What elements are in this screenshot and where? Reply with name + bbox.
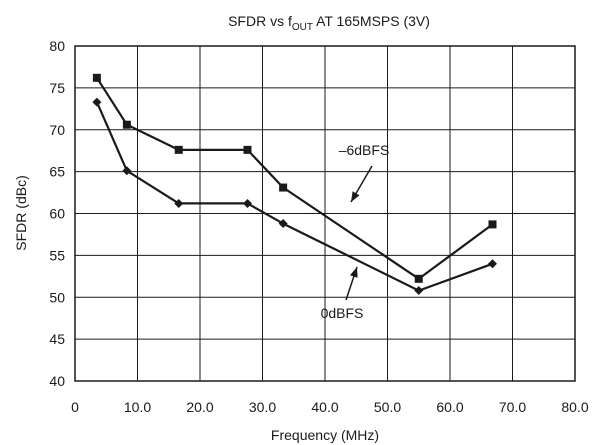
y-tick-label: 40	[49, 373, 65, 389]
x-tick-label: 50.0	[374, 399, 401, 415]
data-point-square	[414, 274, 423, 283]
x-tick-label: 20.0	[186, 399, 213, 415]
arrowhead-icon	[350, 267, 358, 278]
x-tick-label: 30.0	[249, 399, 276, 415]
y-axis-ticks: 40 45 50 55 60 65 70 75 80	[49, 38, 65, 389]
data-point-square	[279, 183, 288, 192]
x-axis-label: Frequency (MHz)	[271, 427, 379, 443]
y-tick-label: 80	[49, 38, 65, 54]
y-tick-label: 65	[49, 164, 65, 180]
x-tick-label: 0	[71, 399, 79, 415]
data-point-diamond	[243, 198, 252, 208]
data-point-diamond	[414, 286, 424, 296]
y-tick-label: 70	[49, 122, 65, 138]
data-point-square	[92, 73, 101, 82]
annotation-label: 0dBFS	[321, 305, 364, 321]
data-point-diamond	[278, 219, 288, 229]
plot-frame	[74, 45, 576, 382]
data-point-diamond	[92, 97, 102, 107]
x-tick-label: 70.0	[499, 399, 526, 415]
series-0dbfs	[92, 97, 497, 296]
x-axis-ticks: 0 10.0 20.0 30.0 40.0 50.0 60.0 70.0 80.0	[71, 399, 589, 415]
annotation-label: –6dBFS	[339, 142, 390, 158]
x-tick-label: 80.0	[561, 399, 588, 415]
y-tick-label: 55	[49, 247, 65, 263]
data-point-diamond	[174, 198, 184, 208]
chart-title: SFDR vs fOUT AT 165MSPS (3V)	[228, 13, 430, 33]
grid	[75, 46, 575, 381]
data-point-square	[488, 220, 497, 229]
series-line	[95, 77, 494, 280]
data-point-diamond	[488, 259, 497, 269]
series	[92, 73, 497, 296]
x-tick-label: 40.0	[311, 399, 338, 415]
annotations: –6dBFS 0dBFS	[321, 142, 390, 321]
data-point-diamond	[122, 166, 132, 176]
y-tick-label: 45	[49, 331, 65, 347]
data-point-square	[174, 145, 183, 154]
series-minus6dbfs	[92, 73, 497, 283]
x-tick-label: 10.0	[124, 399, 151, 415]
arrowhead-icon	[351, 191, 360, 202]
y-tick-label: 75	[49, 80, 65, 96]
y-tick-label: 60	[49, 206, 65, 222]
data-point-square	[122, 120, 131, 129]
y-tick-label: 50	[49, 289, 65, 305]
y-axis-label: SFDR (dBc)	[13, 175, 29, 250]
x-tick-label: 60.0	[436, 399, 463, 415]
data-point-square	[243, 145, 252, 154]
